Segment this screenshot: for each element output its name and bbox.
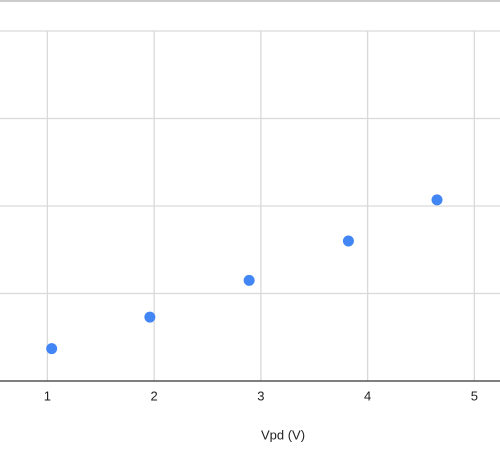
x-tick-label: 3 <box>257 388 264 403</box>
point <box>243 274 255 286</box>
x-tick-label: 1 <box>44 388 51 403</box>
point <box>342 235 354 247</box>
x-tick-label: 2 <box>151 388 158 403</box>
point <box>46 343 58 355</box>
x-tick-label: 5 <box>471 388 478 403</box>
x-axis-title: Vpd (V) <box>261 427 305 442</box>
point <box>144 311 156 323</box>
point <box>431 194 443 206</box>
x-tick-label: 4 <box>364 388 371 403</box>
